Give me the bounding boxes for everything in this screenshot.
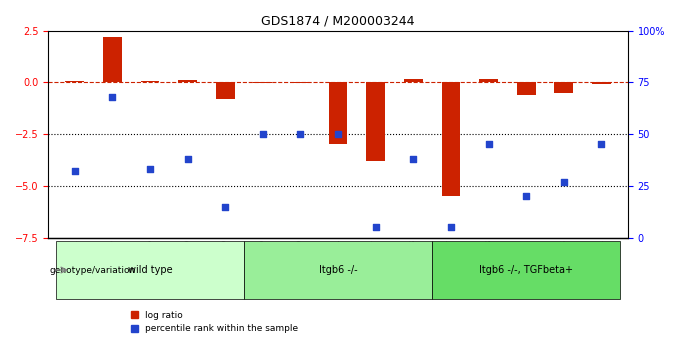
Point xyxy=(295,131,306,137)
Bar xyxy=(254,82,272,83)
Point xyxy=(220,204,231,209)
Point xyxy=(69,169,80,174)
Text: genotype/variation: genotype/variation xyxy=(49,266,135,275)
Bar xyxy=(65,81,84,82)
Bar xyxy=(441,82,460,196)
Point xyxy=(182,156,193,162)
Bar xyxy=(404,79,423,82)
FancyBboxPatch shape xyxy=(432,241,620,299)
Bar xyxy=(554,82,573,93)
Bar xyxy=(216,82,235,99)
Point xyxy=(144,167,155,172)
Bar xyxy=(479,79,498,82)
Bar xyxy=(141,81,159,82)
FancyBboxPatch shape xyxy=(244,241,432,299)
Text: Itgb6 -/-: Itgb6 -/- xyxy=(319,265,358,275)
Bar xyxy=(103,37,122,82)
Point xyxy=(596,142,607,147)
Point xyxy=(521,194,532,199)
Point xyxy=(445,225,456,230)
Point xyxy=(558,179,569,185)
Legend: log ratio, percentile rank within the sample: log ratio, percentile rank within the sa… xyxy=(127,307,302,337)
Text: wild type: wild type xyxy=(128,265,172,275)
Point xyxy=(408,156,419,162)
Bar xyxy=(517,82,536,95)
Bar xyxy=(367,82,385,161)
Text: Itgb6 -/-, TGFbeta+: Itgb6 -/-, TGFbeta+ xyxy=(479,265,573,275)
Bar xyxy=(592,82,611,85)
Bar xyxy=(328,82,347,145)
Point xyxy=(483,142,494,147)
FancyBboxPatch shape xyxy=(56,241,244,299)
Bar xyxy=(291,82,310,83)
Title: GDS1874 / M200003244: GDS1874 / M200003244 xyxy=(261,15,415,28)
Point xyxy=(370,225,381,230)
Bar xyxy=(178,80,197,82)
Point xyxy=(333,131,343,137)
Point xyxy=(257,131,268,137)
Point xyxy=(107,94,118,100)
